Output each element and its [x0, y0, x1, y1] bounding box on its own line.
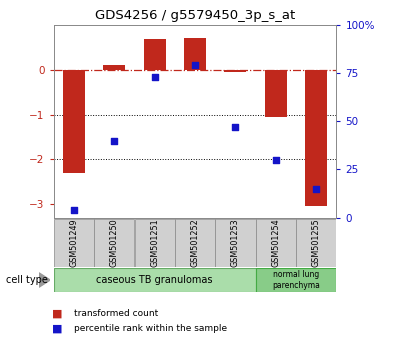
Point: [313, 186, 319, 192]
Bar: [94, 219, 135, 267]
Point: [111, 138, 117, 143]
Text: normal lung
parenchyma: normal lung parenchyma: [272, 270, 320, 290]
Bar: [296, 219, 336, 267]
Bar: [103, 65, 125, 70]
Bar: [256, 268, 336, 292]
Bar: [184, 38, 206, 70]
Text: GSM501250: GSM501250: [110, 218, 119, 267]
Bar: [144, 39, 166, 70]
Bar: [54, 219, 94, 267]
Bar: [224, 70, 246, 72]
Point: [232, 124, 238, 130]
Bar: [135, 219, 175, 267]
Text: cell type: cell type: [6, 275, 48, 285]
Text: percentile rank within the sample: percentile rank within the sample: [74, 324, 227, 333]
Text: GSM501251: GSM501251: [150, 218, 159, 267]
Point: [192, 62, 198, 68]
Text: GSM501254: GSM501254: [271, 218, 280, 267]
Bar: [305, 70, 327, 206]
Point: [273, 157, 279, 163]
Text: GSM501249: GSM501249: [69, 218, 78, 267]
Bar: [265, 70, 287, 117]
Text: transformed count: transformed count: [74, 309, 158, 318]
Point: [152, 74, 158, 80]
Bar: [63, 70, 85, 173]
Text: GSM501253: GSM501253: [231, 218, 240, 267]
Text: GSM501252: GSM501252: [191, 218, 199, 267]
Bar: [54, 268, 256, 292]
Point: [71, 207, 77, 213]
Text: GDS4256 / g5579450_3p_s_at: GDS4256 / g5579450_3p_s_at: [95, 9, 295, 22]
Text: GSM501255: GSM501255: [312, 218, 321, 267]
Text: caseous TB granulomas: caseous TB granulomas: [96, 275, 213, 285]
Polygon shape: [39, 273, 50, 287]
Text: ■: ■: [52, 308, 62, 318]
Text: ■: ■: [52, 324, 62, 333]
Bar: [256, 219, 296, 267]
Bar: [215, 219, 256, 267]
Bar: [175, 219, 215, 267]
